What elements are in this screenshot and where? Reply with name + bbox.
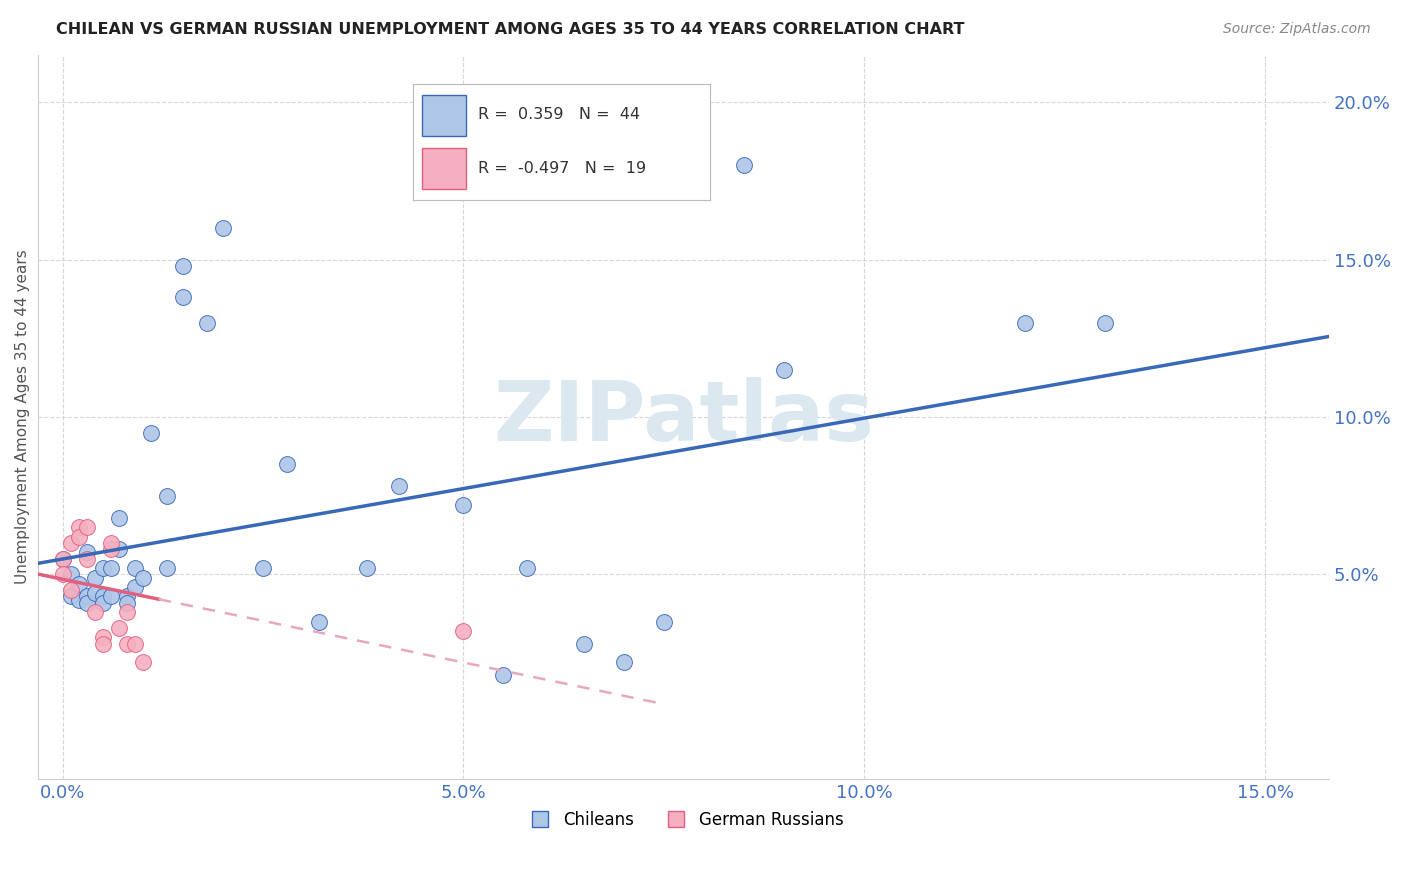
- Point: [91, 561, 114, 575]
- Point: [212, 221, 235, 235]
- Point: [76, 596, 98, 610]
- Text: ZIPatlas: ZIPatlas: [494, 376, 875, 458]
- Point: [195, 316, 218, 330]
- Point: [76, 551, 98, 566]
- Point: [83, 586, 105, 600]
- Legend: Chileans, German Russians: Chileans, German Russians: [517, 805, 851, 836]
- Point: [91, 596, 114, 610]
- Point: [91, 630, 114, 644]
- Point: [388, 479, 411, 493]
- Point: [51, 551, 73, 566]
- Text: CHILEAN VS GERMAN RUSSIAN UNEMPLOYMENT AMONG AGES 35 TO 44 YEARS CORRELATION CHA: CHILEAN VS GERMAN RUSSIAN UNEMPLOYMENT A…: [56, 22, 965, 37]
- Point: [124, 637, 146, 651]
- Point: [733, 158, 755, 172]
- Point: [172, 290, 194, 304]
- Point: [572, 637, 595, 651]
- Point: [107, 621, 129, 635]
- Point: [67, 530, 90, 544]
- Point: [131, 656, 153, 670]
- Point: [100, 561, 122, 575]
- Point: [59, 583, 82, 598]
- Point: [115, 590, 138, 604]
- Point: [131, 570, 153, 584]
- Text: Source: ZipAtlas.com: Source: ZipAtlas.com: [1223, 22, 1371, 37]
- Point: [613, 656, 636, 670]
- Point: [156, 489, 179, 503]
- Point: [91, 637, 114, 651]
- Point: [124, 561, 146, 575]
- Point: [107, 542, 129, 557]
- Point: [172, 259, 194, 273]
- Point: [76, 545, 98, 559]
- Point: [156, 561, 179, 575]
- Point: [67, 592, 90, 607]
- Point: [1014, 316, 1036, 330]
- Point: [453, 498, 475, 512]
- Point: [492, 668, 515, 682]
- Point: [100, 542, 122, 557]
- Point: [100, 590, 122, 604]
- Point: [115, 605, 138, 619]
- Point: [1094, 316, 1116, 330]
- Point: [516, 561, 538, 575]
- Point: [115, 596, 138, 610]
- Point: [59, 567, 82, 582]
- Point: [115, 637, 138, 651]
- Point: [91, 590, 114, 604]
- Point: [67, 520, 90, 534]
- Y-axis label: Unemployment Among Ages 35 to 44 years: Unemployment Among Ages 35 to 44 years: [15, 250, 30, 584]
- Point: [139, 425, 162, 440]
- Point: [83, 570, 105, 584]
- Point: [76, 590, 98, 604]
- Point: [51, 551, 73, 566]
- Point: [652, 615, 675, 629]
- Point: [453, 624, 475, 638]
- Point: [83, 605, 105, 619]
- Point: [308, 615, 330, 629]
- Point: [59, 536, 82, 550]
- Point: [76, 520, 98, 534]
- Point: [773, 363, 796, 377]
- Point: [124, 580, 146, 594]
- Point: [100, 536, 122, 550]
- Point: [356, 561, 378, 575]
- Point: [252, 561, 274, 575]
- Point: [51, 567, 73, 582]
- Point: [59, 590, 82, 604]
- Point: [67, 576, 90, 591]
- Point: [107, 510, 129, 524]
- Point: [276, 457, 298, 471]
